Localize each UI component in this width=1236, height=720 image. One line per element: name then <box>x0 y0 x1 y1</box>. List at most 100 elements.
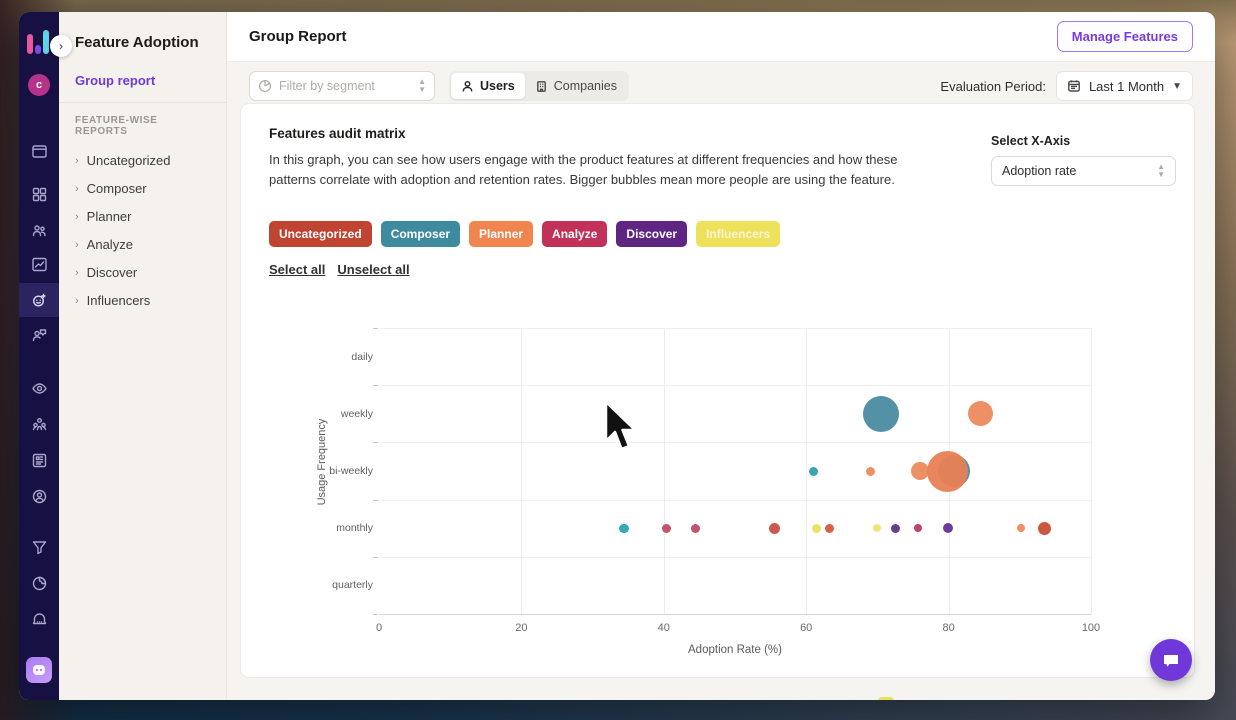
next-section-peek <box>878 697 894 700</box>
x-axis-title: Adoption Rate (%) <box>688 644 782 656</box>
x-axis-select[interactable]: Adoption rate ▲ ▼ <box>991 156 1176 186</box>
gridline <box>379 328 1091 329</box>
feature-bubble[interactable] <box>619 523 629 533</box>
feature-bubble[interactable] <box>891 523 901 533</box>
manage-features-button[interactable]: Manage Features <box>1056 21 1193 52</box>
selection-links: Select all Unselect all <box>269 262 410 277</box>
card-title: Features audit matrix <box>269 126 406 141</box>
eye-icon[interactable] <box>19 371 59 405</box>
entity-toggle: Users Companies <box>449 71 629 101</box>
feature-bubble[interactable] <box>768 522 780 534</box>
gridline <box>379 385 1091 387</box>
app-window: c › Feature Adoption Group report FEATUR… <box>19 12 1215 700</box>
feature-bubble[interactable] <box>942 523 953 534</box>
features-audit-card: Features audit matrix In this graph, you… <box>240 103 1195 678</box>
funnel-icon[interactable] <box>19 530 59 564</box>
segment-icon <box>258 79 272 93</box>
category-chip-uncategorized[interactable]: Uncategorized <box>269 221 372 247</box>
feature-bubble[interactable] <box>926 450 968 492</box>
gridline <box>1091 328 1092 614</box>
chat-widget-button[interactable] <box>1150 639 1192 681</box>
feature-bubble[interactable] <box>873 524 882 533</box>
gridline <box>663 328 665 614</box>
chat-bubble-icon <box>1164 655 1178 667</box>
sidebar-item-group-report[interactable]: Group report <box>75 73 156 88</box>
sidebar: Feature Adoption Group report FEATURE-WI… <box>59 12 227 700</box>
feature-bubble[interactable] <box>825 523 835 533</box>
disc-icon[interactable] <box>19 566 59 600</box>
sidebar-title: Feature Adoption <box>75 34 199 51</box>
y-category-label: monthly <box>336 522 373 535</box>
sidebar-item-composer[interactable]: › Composer <box>75 181 210 196</box>
sidebar-collapse-button[interactable]: › <box>50 35 72 57</box>
toggle-users[interactable]: Users <box>451 73 525 99</box>
unselect-all-link[interactable]: Unselect all <box>337 262 410 277</box>
user-circle-icon[interactable] <box>19 479 59 513</box>
feature-bubble[interactable] <box>862 395 899 432</box>
grid-icon[interactable] <box>19 177 59 211</box>
feature-adoption-icon[interactable] <box>19 283 59 317</box>
workspace-avatar[interactable]: c <box>28 74 50 96</box>
segment-filter-select[interactable]: Filter by segment ▲ ▼ <box>249 71 435 101</box>
alert-icon[interactable] <box>19 602 59 636</box>
y-tick <box>373 499 378 501</box>
assistant-app-icon[interactable] <box>26 657 52 683</box>
y-tick <box>373 442 378 444</box>
toggle-companies[interactable]: Companies <box>525 73 627 99</box>
sidebar-item-label: Uncategorized <box>86 153 171 168</box>
feature-bubble[interactable] <box>911 462 930 480</box>
y-axis-title: Usage Frequency <box>316 418 328 506</box>
category-chip-planner[interactable]: Planner <box>469 221 534 247</box>
chart-line-icon[interactable] <box>19 247 59 281</box>
gridline <box>379 556 1091 558</box>
calendar-icon <box>1068 80 1080 92</box>
sidebar-item-influencers[interactable]: › Influencers <box>75 293 210 308</box>
y-tick <box>373 328 378 329</box>
browser-window-icon[interactable] <box>19 134 59 168</box>
gridline <box>521 328 523 614</box>
chevron-right-icon: › <box>75 266 79 279</box>
category-chip-composer[interactable]: Composer <box>380 221 461 247</box>
chevron-right-icon: › <box>75 238 79 251</box>
building-icon <box>536 80 546 92</box>
y-category-label: weekly <box>340 407 373 420</box>
feature-bubble[interactable] <box>811 523 821 533</box>
category-chip-analyze[interactable]: Analyze <box>542 221 608 247</box>
feature-bubble[interactable] <box>865 466 875 476</box>
feature-bubble[interactable] <box>913 524 922 533</box>
evaluation-period-label: Evaluation Period: <box>940 78 1046 94</box>
y-tick <box>373 614 378 615</box>
feature-bubble[interactable] <box>808 466 818 476</box>
app-logo-icon[interactable] <box>27 30 51 56</box>
sidebar-item-analyze[interactable]: › Analyze <box>75 237 210 252</box>
chevron-right-icon: › <box>75 182 79 195</box>
icon-rail: c <box>19 12 59 700</box>
chevron-right-icon: › <box>75 210 79 223</box>
feature-bubble[interactable] <box>1016 524 1025 533</box>
category-chip-discover[interactable]: Discover <box>616 221 688 247</box>
x-tick-label: 100 <box>1081 622 1101 634</box>
evaluation-period-dropdown[interactable]: Last 1 Month ▼ <box>1055 71 1193 101</box>
users-icon[interactable] <box>19 213 59 247</box>
team-icon[interactable] <box>19 407 59 441</box>
feature-bubble[interactable] <box>968 401 994 427</box>
y-category-label: quarterly <box>332 579 373 592</box>
select-all-link[interactable]: Select all <box>269 262 326 277</box>
y-category-label: bi-weekly <box>329 465 373 477</box>
sidebar-item-uncategorized[interactable]: › Uncategorized <box>75 153 210 168</box>
sorter-icon: ▲ ▼ <box>418 77 426 94</box>
chevron-right-icon: › <box>75 294 79 307</box>
user-message-icon[interactable] <box>19 318 59 352</box>
sidebar-item-label: Discover <box>86 265 138 280</box>
board-icon[interactable] <box>19 443 59 477</box>
page-title: Group Report <box>249 28 347 45</box>
sidebar-item-discover[interactable]: › Discover <box>75 265 210 280</box>
bubble-chart[interactable]: 0 20 40 60 80 100 daily weekly bi-weekly monthly q… <box>329 328 1100 634</box>
feature-bubble[interactable] <box>1038 521 1052 535</box>
feature-bubble[interactable] <box>690 523 700 533</box>
segment-filter-placeholder: Filter by segment <box>279 79 375 93</box>
feature-bubble[interactable] <box>662 523 672 533</box>
sidebar-item-planner[interactable]: › Planner <box>75 209 210 224</box>
person-icon <box>462 80 473 91</box>
category-chip-influencers[interactable]: Influencers <box>696 221 781 247</box>
